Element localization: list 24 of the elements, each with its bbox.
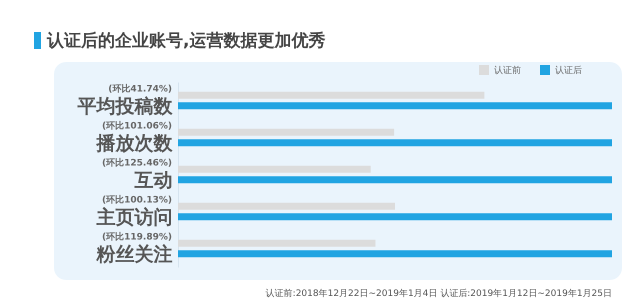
y-tick-label: 主页访问 bbox=[96, 206, 172, 228]
bar bbox=[178, 139, 612, 146]
chart-title: 认证后的企业账号,运营数据更加优秀 bbox=[47, 30, 326, 52]
y-tick-label: 粉丝关注 bbox=[96, 244, 172, 266]
bar bbox=[178, 250, 612, 258]
text: (环比41.74%) bbox=[108, 84, 172, 94]
legend-label: 认证后 bbox=[555, 65, 582, 76]
text: (环比101.06%) bbox=[102, 120, 172, 132]
bar bbox=[178, 202, 395, 210]
y-tick-label: 播放次数 bbox=[96, 132, 174, 154]
text: (环比119.89%) bbox=[102, 232, 172, 242]
text: (环比100.13%) bbox=[102, 194, 172, 206]
legend-label: 认证前 bbox=[494, 65, 521, 76]
bar bbox=[178, 102, 612, 110]
bar bbox=[178, 128, 394, 136]
bar bbox=[178, 166, 371, 173]
y-tick-label: 平均投稿数 bbox=[76, 96, 174, 118]
text: (环比125.46%) bbox=[102, 158, 172, 168]
bar bbox=[178, 213, 612, 220]
bar bbox=[178, 240, 376, 247]
text: 认证前:2018年12月22日~2019年1月4日 认证后:2019年1月12日~2019年1月25日 bbox=[266, 288, 612, 299]
y-tick-label: 互动 bbox=[134, 170, 172, 192]
bar bbox=[178, 92, 484, 99]
bar bbox=[178, 176, 612, 184]
